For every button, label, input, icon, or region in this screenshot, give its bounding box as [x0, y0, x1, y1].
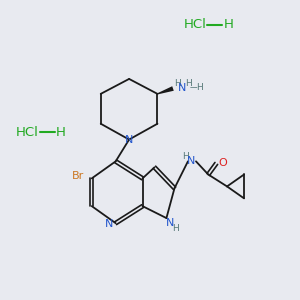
Text: —: —	[190, 83, 197, 92]
Text: H: H	[182, 152, 189, 161]
Text: H: H	[223, 18, 233, 31]
Text: H: H	[172, 224, 179, 233]
Text: N: N	[187, 156, 195, 166]
Text: H: H	[196, 83, 202, 92]
Text: H: H	[185, 79, 192, 88]
Text: Br: Br	[72, 171, 85, 181]
Text: HCl: HCl	[16, 126, 39, 139]
Polygon shape	[157, 86, 174, 94]
Text: H: H	[174, 79, 181, 88]
Text: O: O	[218, 158, 227, 168]
Text: N: N	[105, 219, 113, 229]
Text: H: H	[56, 126, 66, 139]
Text: N: N	[178, 83, 187, 93]
Text: N: N	[125, 134, 133, 145]
Text: HCl: HCl	[183, 18, 206, 31]
Text: N: N	[166, 218, 174, 229]
